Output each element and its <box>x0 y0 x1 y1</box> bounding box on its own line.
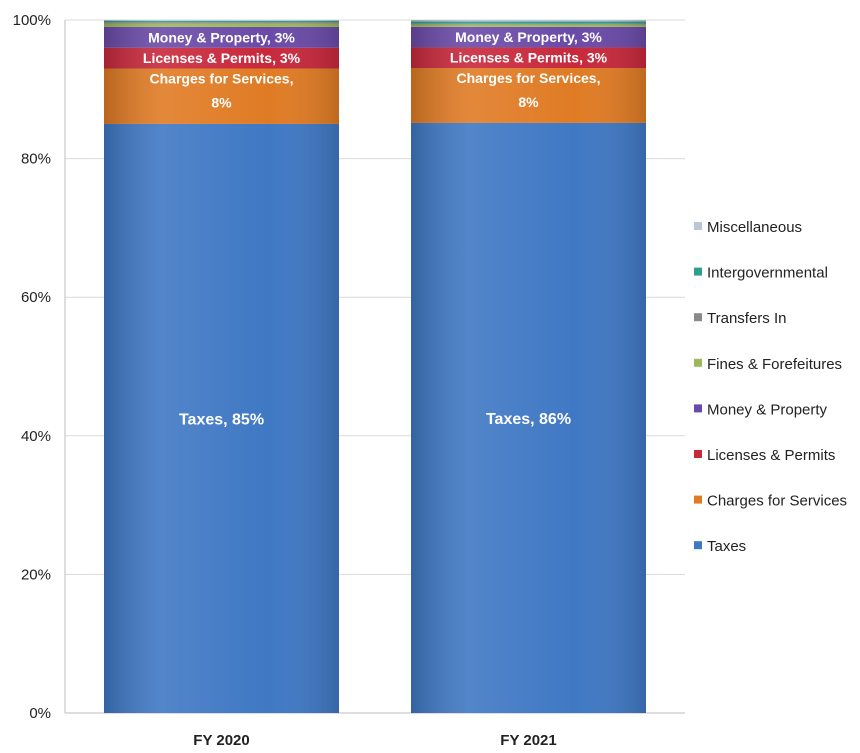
y-tick-label: 40% <box>21 428 51 445</box>
legend-entry: Miscellaneous <box>707 219 802 236</box>
y-axis-tick-labels: 0% 20% 40% 60% 80% 100% <box>13 12 51 722</box>
legend-swatch <box>694 450 702 458</box>
bars <box>104 20 646 714</box>
data-label: 8% <box>211 95 232 111</box>
data-label: Taxes, 86% <box>486 411 571 428</box>
legend-entry: Taxes <box>707 538 746 555</box>
bar-segment-shading <box>411 68 646 123</box>
legend-entry: Transfers In <box>707 310 786 327</box>
bar-segment-shading <box>104 20 339 21</box>
bar-segment-shading <box>411 26 646 48</box>
bar-segment-shading <box>411 21 646 24</box>
data-label: Charges for Services, <box>457 70 601 86</box>
data-label: Licenses & Permits, 3% <box>450 50 608 66</box>
data-label: Licenses & Permits, 3% <box>143 50 301 66</box>
legend-swatch <box>694 267 702 276</box>
legend-swatch <box>694 358 702 367</box>
x-axis-category-labels: FY 2020 FY 2021 <box>193 732 556 749</box>
bar-segment-shading <box>411 47 646 69</box>
legend-entry: Licenses & Permits <box>707 447 835 464</box>
legend-swatch <box>694 222 702 230</box>
data-labels: Taxes, 85% Charges for Services, 8% License… <box>143 29 608 428</box>
data-label: Charges for Services, <box>150 71 294 87</box>
legend-swatch <box>694 404 702 413</box>
y-tick-label: 60% <box>21 289 51 306</box>
data-label: 8% <box>518 94 539 110</box>
bar-segment-shading <box>411 122 646 714</box>
legend-swatch <box>694 541 702 550</box>
bar-segment-shading <box>104 22 339 24</box>
y-tick-label: 100% <box>13 12 51 29</box>
data-label: Taxes, 85% <box>179 411 264 428</box>
x-category-label: FY 2021 <box>500 732 556 749</box>
legend-entry: Intergovernmental <box>707 265 828 282</box>
data-label: Money & Property, 3% <box>455 29 602 45</box>
legend: Miscellaneous Intergovernmental Transfers … <box>694 219 847 555</box>
data-label: Money & Property, 3% <box>148 29 295 45</box>
y-tick-label: 20% <box>21 566 51 583</box>
x-category-label: FY 2020 <box>193 732 249 749</box>
y-tick-label: 80% <box>21 151 51 168</box>
y-tick-label: 0% <box>29 705 51 722</box>
bar-segment-shading <box>104 20 339 23</box>
bar-segment-shading <box>104 47 339 69</box>
bar-segment-shading <box>104 123 339 713</box>
legend-entry: Fines & Forefeitures <box>707 356 842 373</box>
bar-segment-shading <box>104 68 339 124</box>
legend-entry: Money & Property <box>707 401 828 418</box>
bar-segment-shading <box>104 26 339 48</box>
bar-segment-shading <box>104 23 339 27</box>
legend-swatch <box>694 495 702 504</box>
bar-segment-shading <box>411 23 646 25</box>
legend-swatch <box>694 313 702 322</box>
bar-segment-shading <box>411 20 646 22</box>
bar-segment-shading <box>411 24 646 27</box>
legend-entry: Charges for Services <box>707 493 847 510</box>
